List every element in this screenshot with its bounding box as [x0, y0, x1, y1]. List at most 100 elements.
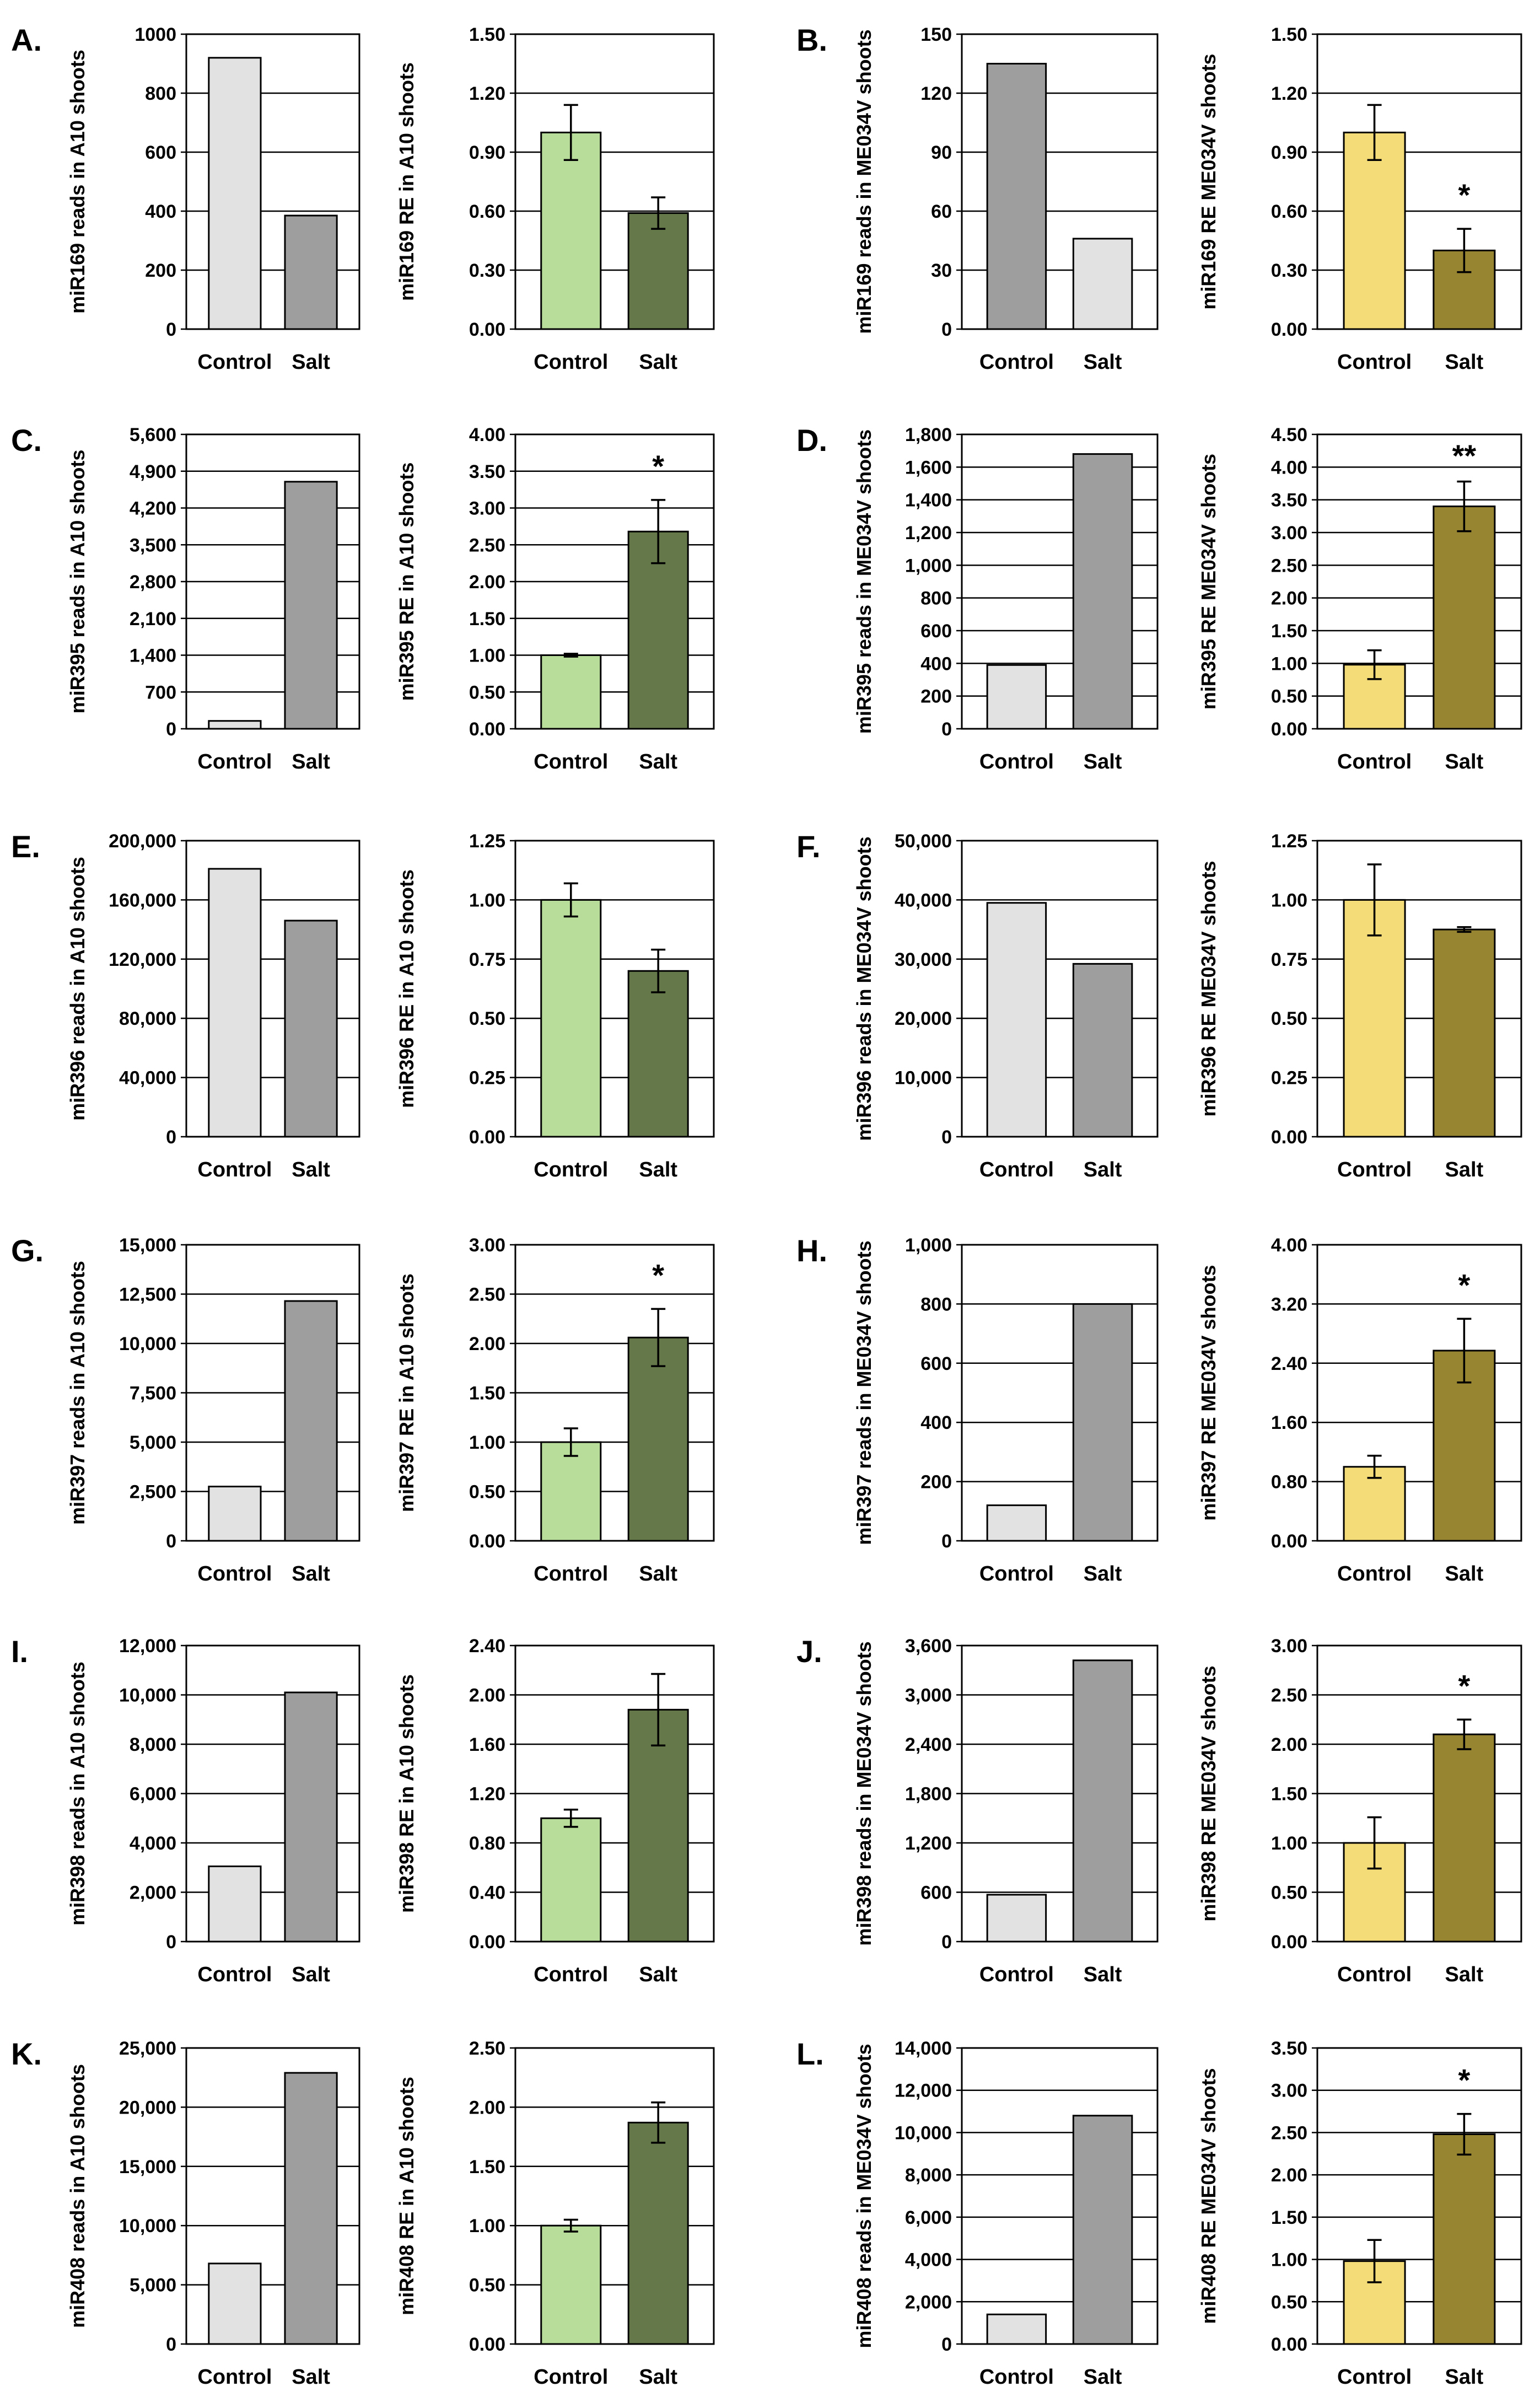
bar-control: [986, 902, 1047, 1138]
x-category-label: Salt: [639, 1158, 677, 1181]
panel-letter: C.: [11, 423, 42, 458]
chart-8: 0.00 0.50 1.00 1.50 2.00 2.50 3.00 3.50 4.00 4.50…: [1197, 424, 1522, 773]
plot-frame: [961, 33, 1159, 330]
plot-frame: [961, 1644, 1159, 1943]
y-tick-label: 1,000: [905, 1235, 952, 1256]
y-tick-label: 0: [941, 1932, 952, 1953]
y-tick-label: 600: [920, 1883, 952, 1904]
y-tick-label: 12,000: [119, 1636, 176, 1657]
y-tick-label: 30,000: [895, 949, 952, 970]
y-tick-label: 0.75: [469, 949, 505, 970]
y-tick-label: 2.00: [1271, 2165, 1307, 2186]
y-tick-label: 400: [920, 653, 952, 674]
y-tick-label: 30: [931, 260, 952, 281]
plot-frame: [1316, 433, 1522, 730]
y-tick-label: 700: [145, 682, 176, 703]
x-category-label: Control: [1337, 750, 1412, 773]
y-tick-label: 10,000: [895, 1068, 952, 1089]
y-tick-label: 160,000: [109, 890, 176, 911]
y-tick-label: 0: [166, 719, 176, 740]
y-tick-label: 2.00: [1271, 588, 1307, 609]
x-category-label: Salt: [292, 1158, 330, 1181]
y-axis-label: miR408 RE in A10 shoots: [395, 2077, 418, 2315]
x-category-label: Salt: [292, 1562, 330, 1585]
y-tick-label: 0.30: [469, 260, 505, 281]
chart-7: 0 200 400 600 800 1,000 1,200 1,400 1,600 1,800 Co…: [853, 424, 1159, 773]
y-tick-label: 2.50: [469, 2038, 505, 2059]
y-tick-label: 1.60: [469, 1734, 505, 1755]
chart-16: 0.00 0.80 1.60 2.40 3.20 4.00 Control Salt * miR3…: [1197, 1235, 1522, 1585]
y-tick-label: 4,000: [130, 1833, 176, 1854]
y-tick-label: 0.80: [469, 1833, 505, 1854]
y-tick-label: 10,000: [119, 1334, 176, 1354]
y-tick-label: 0.00: [469, 1932, 505, 1953]
chart-2: 0.00 0.30 0.60 0.90 1.20 1.50 Control Salt miR16…: [395, 24, 715, 374]
panel-letter: J.: [796, 1634, 822, 1669]
y-tick-label: 60: [931, 201, 952, 222]
panel-letter: K.: [11, 2036, 42, 2071]
y-axis-label: miR408 reads in ME034V shoots: [853, 2044, 875, 2348]
y-tick-label: 0.00: [1271, 319, 1307, 340]
chart-17: 0 2,000 4,000 6,000 8,000 10,000 12,000 Control…: [66, 1636, 360, 1986]
bar-salt: [1433, 928, 1496, 1138]
y-tick-label: 1.00: [1271, 1833, 1307, 1854]
y-tick-label: 0.25: [469, 1068, 505, 1089]
y-tick-label: 600: [920, 1353, 952, 1374]
panel-letter: F.: [796, 829, 821, 864]
y-tick-label: 12,500: [119, 1284, 176, 1305]
x-category-label: Control: [979, 2366, 1054, 2389]
x-category-label: Control: [979, 1158, 1054, 1181]
y-tick-label: 3,000: [905, 1685, 952, 1706]
x-category-label: Control: [1337, 351, 1412, 374]
y-tick-label: 5,600: [130, 424, 176, 445]
y-tick-label: 2,800: [130, 572, 176, 593]
bar-salt: [1433, 506, 1496, 730]
bar-salt: [1072, 453, 1133, 730]
y-tick-label: 8,000: [130, 1734, 176, 1755]
y-tick-label: 40,000: [895, 890, 952, 911]
x-category-label: Control: [197, 2366, 272, 2389]
x-category-label: Control: [534, 1963, 608, 1986]
chart-18: 0.00 0.40 0.80 1.20 1.60 2.00 2.40 Control Salt m…: [395, 1636, 715, 1986]
plot-frame: [961, 433, 1159, 730]
y-tick-label: 10,000: [895, 2122, 952, 2143]
y-tick-label: 1000: [134, 24, 176, 45]
chart-6: 0.00 0.50 1.00 1.50 2.00 2.50 3.00 3.50 4.00 Cont…: [395, 424, 715, 773]
x-category-label: Control: [534, 750, 608, 773]
significance-annotation: *: [1458, 1267, 1471, 1302]
chart-1: 0 200 400 600 800 1000 Control Salt miR169 reads…: [66, 24, 360, 374]
y-tick-label: 0.00: [1271, 1932, 1307, 1953]
y-tick-label: 2.00: [1271, 1734, 1307, 1755]
bar-salt: [627, 1708, 689, 1943]
y-tick-label: 1.50: [469, 24, 505, 45]
y-axis-label: miR169 RE in A10 shoots: [395, 62, 418, 301]
y-tick-label: 800: [920, 588, 952, 609]
x-category-label: Salt: [1084, 351, 1122, 374]
y-tick-label: 0: [166, 1932, 176, 1953]
y-tick-label: 0: [941, 1531, 952, 1552]
y-tick-label: 3.50: [1271, 2038, 1307, 2059]
y-tick-label: 0: [166, 319, 176, 340]
bar-control: [208, 2262, 262, 2345]
y-tick-label: 1.00: [469, 890, 505, 911]
significance-annotation: **: [1452, 438, 1477, 473]
y-tick-label: 4.50: [1271, 424, 1307, 445]
y-tick-label: 0.00: [469, 2334, 505, 2355]
x-category-label: Salt: [639, 2366, 677, 2389]
panel-letter: H.: [796, 1233, 827, 1268]
y-tick-label: 15,000: [119, 1235, 176, 1256]
x-category-label: Control: [534, 1158, 608, 1181]
x-category-label: Salt: [1445, 1158, 1484, 1181]
bar-control: [1343, 899, 1406, 1138]
y-tick-label: 1.20: [469, 1784, 505, 1805]
x-category-label: Control: [979, 351, 1054, 374]
x-category-label: Salt: [1084, 1158, 1122, 1181]
y-tick-label: 2.40: [1271, 1353, 1307, 1374]
y-tick-label: 0.80: [1271, 1472, 1307, 1493]
bar-control: [540, 1441, 602, 1542]
y-tick-label: 1.50: [469, 2157, 505, 2178]
significance-annotation: *: [1458, 178, 1471, 212]
bar-control: [208, 1486, 262, 1542]
x-category-label: Salt: [292, 1963, 330, 1986]
y-axis-label: miR397 reads in ME034V shoots: [853, 1240, 875, 1545]
